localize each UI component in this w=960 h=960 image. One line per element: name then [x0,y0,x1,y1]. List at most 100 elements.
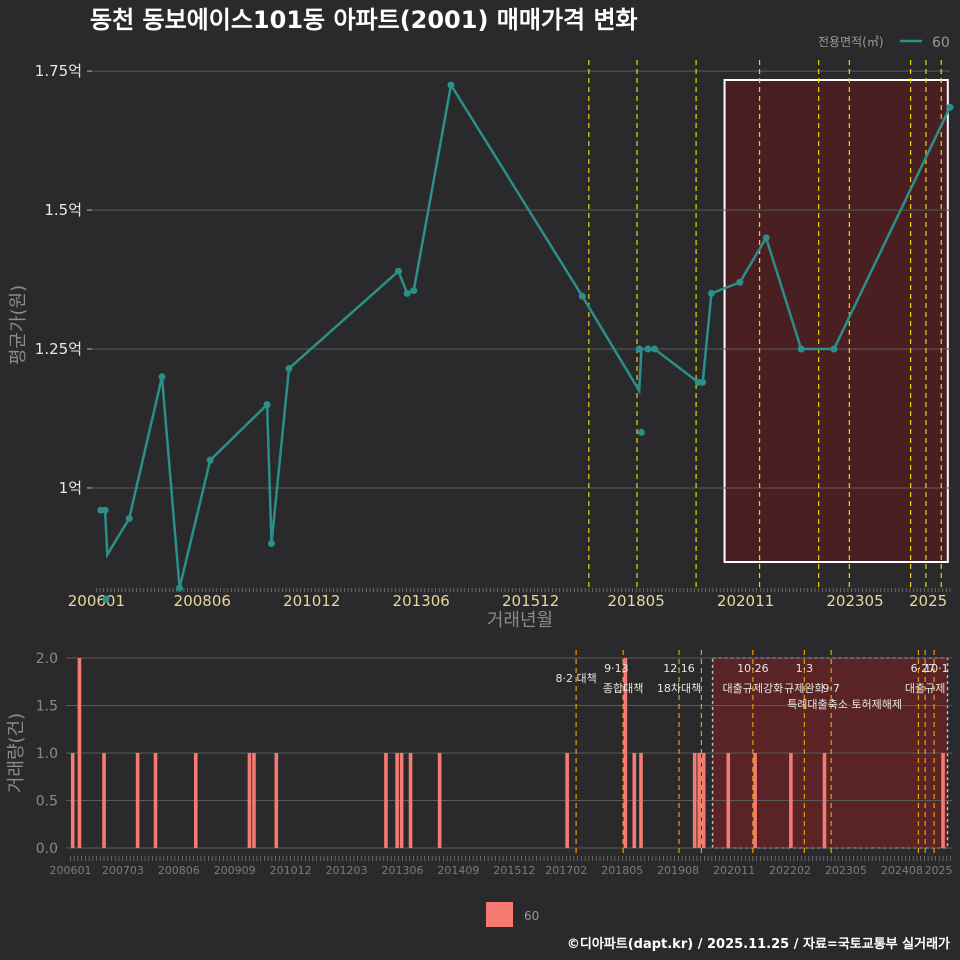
volume-y-axis-label: 거래량(건) [6,713,27,793]
price-x-tick-label: 202305 [826,592,883,610]
volume-bars [70,658,945,848]
volume-bar [102,753,106,848]
price-x-axis-label: 거래년월 [487,610,553,631]
volume-bar [941,753,945,848]
volume-bar [697,753,701,848]
volume-bar [70,753,75,848]
price-x-tick-label: 202011 [717,592,774,610]
policy-annotation: 12·16 [663,662,695,675]
volume-bar [437,753,442,848]
volume-bar [726,753,731,848]
policy-annotation: 10·26 [737,662,769,675]
legend-title: 전용면적(㎡) [818,35,884,49]
price-point [635,345,643,353]
volume-bar [193,753,198,848]
price-point [762,234,770,242]
volume-x-tick-label: 202202 [769,864,811,877]
highlight-region [723,79,949,563]
volume-x-tick-label: 201702 [545,864,587,877]
price-point [403,289,411,297]
price-y-tick-label: 1.5억 [44,201,82,219]
volume-x-tick-label: 200703 [102,864,144,877]
volume-x-tick-label: 202408 [881,864,923,877]
price-x-tick-label: 201012 [283,592,340,610]
volume-x-tick-label: 201512 [493,864,535,877]
price-point [830,345,838,353]
volume-bar [153,753,158,848]
policy-annotation: 9·13 [604,662,629,675]
price-point [447,81,455,89]
volume-x-tick-label: 201012 [270,864,312,877]
volume-bar [632,753,637,848]
volume-bar [565,753,569,848]
volume-x-tick-label: 201203 [326,864,368,877]
volume-bar [77,658,82,848]
volume-x-tick-label: 201805 [601,864,643,877]
volume-event-lines [575,650,935,856]
price-point [158,373,166,381]
price-y-ticks: 1억 1.25억 1.5억 1.75억 [35,62,92,497]
policy-annotation: 10·1 [924,662,949,675]
volume-y-tick-label: 1.5 [36,699,58,715]
price-point [637,428,645,436]
price-x-minor-ticks [95,588,951,592]
policy-annotation: 1·3 [796,662,814,675]
volume-legend-label: 60 [524,909,539,923]
volume-bar [135,753,140,848]
volume-y-ticks: 0.0 0.5 1.0 1.5 2.0 [36,651,58,857]
price-point [699,378,707,386]
chart-title: 동천 동보에이스101동 아파트(2001) 매매가격 변화 [90,6,638,34]
policy-annotation: 18차대책 [657,682,701,695]
volume-legend: 60 [486,902,539,927]
volume-bar [247,753,252,848]
price-panel: 1억 1.25억 1.5억 1.75억 200601 200806 201012 20130… [8,35,954,631]
price-point [206,456,214,464]
policy-annotation: 대출규제 [905,682,945,695]
volume-x-minor-ticks [70,856,951,861]
price-point [736,278,744,286]
price-point [101,506,109,514]
volume-bar [822,753,827,848]
policy-annotation: 규제완화 [784,682,824,695]
price-event-lines [588,60,942,588]
price-x-tick-label: 201306 [393,592,450,610]
volume-x-ticks: 200601 200703 200806 200909 201012 201203 2013… [49,864,952,877]
price-point [644,345,652,353]
price-point [946,103,954,111]
volume-bar [692,753,697,848]
price-point [176,584,184,592]
volume-x-tick-label: 201409 [437,864,479,877]
price-point [410,287,418,295]
volume-y-tick-label: 0.5 [36,794,58,810]
price-point [394,267,402,275]
volume-bar [789,753,793,848]
volume-bar [384,753,388,848]
price-y-tick-label: 1.25억 [35,340,82,358]
volume-bar [252,753,256,848]
price-legend: 전용면적(㎡) 60 [818,35,950,51]
price-point [263,401,271,409]
volume-bar [395,753,399,848]
footer-credit: ©디아파트(dapt.kr) / 2025.11.25 / 자료=국토교통부 실… [567,936,950,952]
volume-bar [701,753,706,848]
price-point [651,345,659,353]
volume-x-tick-label: 200806 [158,864,200,877]
volume-x-tick-label: 201908 [657,864,699,877]
volume-x-tick-label: 200601 [49,864,91,877]
policy-annotation: 대출규제강화 [723,682,784,695]
volume-x-tick-label: 201306 [382,864,424,877]
price-y-axis-label: 평균가(원) [8,285,29,365]
price-point [285,364,293,372]
volume-bar [639,753,643,848]
policy-annotation: 9·7 [822,682,840,695]
volume-bar [399,753,404,848]
volume-y-tick-label: 0.0 [36,841,58,857]
policy-annotation: 6·27 [911,662,936,675]
price-point [102,595,110,603]
price-x-tick-label: 201805 [607,592,664,610]
policy-annotation: 8·2 대책 [556,672,597,685]
volume-bar [408,753,413,848]
volume-bar [753,753,757,848]
volume-bar [274,753,279,848]
